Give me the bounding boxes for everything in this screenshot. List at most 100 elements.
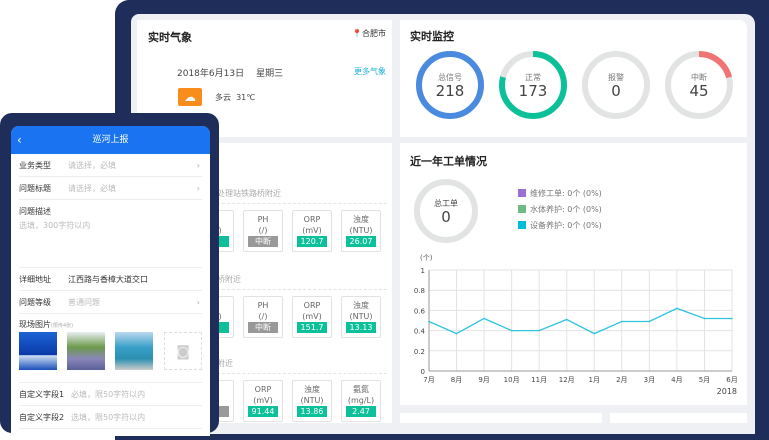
data-point bbox=[676, 307, 678, 310]
address-field[interactable]: 详细地址 江西路与香樟大道交口 bbox=[19, 268, 202, 291]
x-tick-label: 1月 bbox=[589, 376, 600, 384]
data-point bbox=[731, 317, 733, 320]
sensor-card[interactable]: PH (/) 中断 bbox=[243, 210, 283, 252]
data-point bbox=[565, 318, 568, 321]
city-name: 合肥市 bbox=[362, 29, 386, 38]
photos-hint: (限传4张) bbox=[51, 323, 74, 329]
photos-field: 现场图片(限传4张) ◙ bbox=[19, 314, 202, 383]
photo-thumbnail[interactable] bbox=[115, 332, 153, 370]
sensor-value: 13.13 bbox=[346, 322, 376, 333]
x-tick-label: 9月 bbox=[478, 376, 489, 384]
custom-field-1[interactable]: 自定义字段1 必填，限50字符以内 bbox=[19, 383, 202, 406]
sensor-card[interactable]: PH (/) 中断 bbox=[243, 296, 283, 338]
monitor-ring[interactable]: 报警 0 bbox=[581, 50, 651, 120]
sensor-card[interactable]: 浊度 (NTU) 13.13 bbox=[341, 296, 381, 338]
ring-track bbox=[414, 179, 478, 243]
business-type-field[interactable]: 业务类型 请选择，必填 › bbox=[19, 154, 202, 177]
data-point bbox=[538, 329, 540, 332]
monitor-panel: 实时监控 总信号 218 正常 173 报警 0 中断 45 bbox=[400, 20, 747, 137]
y-tick-label: 0.4 bbox=[414, 328, 426, 336]
sensor-name: PH bbox=[257, 215, 269, 224]
x-tick-label: 7月 bbox=[423, 376, 434, 384]
y-tick-label: 0 bbox=[421, 368, 425, 376]
sensor-name: ORP bbox=[254, 385, 272, 394]
station-name: 处理站铁路桥附近 bbox=[217, 188, 387, 204]
data-point bbox=[510, 329, 513, 332]
sensor-unit: (mg/L) bbox=[347, 396, 375, 405]
custom-field-2[interactable]: 自定义字段2 选填，限50字符以内 bbox=[19, 406, 202, 429]
ring-value: 45 bbox=[689, 82, 709, 100]
monitor-ring[interactable]: 总信号 218 bbox=[415, 50, 485, 120]
sensor-card[interactable]: 浊度 (NTU) 26.07 bbox=[341, 210, 381, 252]
sensor-name: 浊度 bbox=[353, 301, 369, 310]
y-tick-label: 0.2 bbox=[414, 348, 425, 356]
legend-item: 设备养护: 0个 (0%) bbox=[518, 220, 602, 231]
ring-value: 173 bbox=[518, 82, 548, 100]
level-field[interactable]: 问题等级 普通问题 › bbox=[19, 291, 202, 314]
field-value: 普通问题 bbox=[68, 298, 100, 307]
series-line bbox=[428, 307, 732, 335]
x-tick-label: 5月 bbox=[699, 376, 710, 384]
total-workorders-label: 总工单 bbox=[434, 199, 458, 208]
sensor-card[interactable]: ORP (mV) 91.44 bbox=[243, 380, 283, 422]
bottom-panel-left bbox=[400, 413, 602, 423]
data-point bbox=[428, 320, 430, 323]
chevron-right-icon: › bbox=[196, 298, 200, 307]
chevron-right-icon: › bbox=[196, 161, 200, 170]
sensor-value: 中断 bbox=[248, 236, 278, 247]
total-workorders-ring: 总工单 0 bbox=[413, 178, 479, 244]
field-label: 自定义字段1 bbox=[19, 390, 65, 399]
city-selector[interactable]: 📍合肥市 bbox=[352, 28, 386, 39]
monitor-ring[interactable]: 正常 173 bbox=[498, 50, 568, 120]
field-value: 江西路与香樟大道交口 bbox=[68, 275, 148, 284]
sensor-value: 中断 bbox=[248, 322, 278, 333]
sensor-name: ORP bbox=[303, 301, 321, 310]
phone-mockup: ‹ 巡河上报 业务类型 请选择，必填 › 问题标题 请选择，必填 › 问题描述 选填，3… bbox=[0, 113, 219, 436]
photo-thumbnail[interactable] bbox=[19, 332, 57, 370]
sensor-card[interactable]: ORP (mV) 151.7 bbox=[292, 296, 332, 338]
sensor-card[interactable]: 氨氮 (mg/L) 2.47 bbox=[341, 380, 381, 422]
issue-title-field[interactable]: 问题标题 请选择，必填 › bbox=[19, 177, 202, 200]
ring-label: 正常 bbox=[525, 73, 541, 82]
y-tick-label: 0.8 bbox=[414, 287, 425, 295]
x-tick-label: 10月 bbox=[504, 376, 520, 384]
sensor-unit: (mV) bbox=[302, 226, 322, 235]
sensor-value: 26.07 bbox=[346, 236, 376, 247]
sensor-unit: (/) bbox=[258, 226, 268, 235]
back-chevron-icon[interactable]: ‹ bbox=[17, 133, 22, 147]
field-placeholder: 必填，限50字符以内 bbox=[71, 390, 146, 399]
y-tick-label: 1 bbox=[421, 267, 425, 275]
sensor-value: 13.86 bbox=[297, 406, 327, 417]
field-placeholder: 选填，300字符以内 bbox=[19, 221, 91, 230]
x-tick-label: 11月 bbox=[531, 376, 547, 384]
sensor-card[interactable]: ORP (mV) 120.7 bbox=[292, 210, 332, 252]
field-label: 问题描述 bbox=[19, 207, 51, 216]
ring-value: 0 bbox=[611, 82, 621, 100]
data-point bbox=[483, 317, 485, 320]
legend-swatch bbox=[518, 205, 526, 213]
y-tick-label: 0.6 bbox=[414, 307, 426, 315]
more-weather-link[interactable]: 更多气象 bbox=[354, 67, 386, 76]
sensor-value: 91.44 bbox=[248, 406, 278, 417]
phone-screen: ‹ 巡河上报 业务类型 请选择，必填 › 问题标题 请选择，必填 › 问题描述 选填，3… bbox=[11, 126, 210, 436]
workorder-title: 近一年工单情况 bbox=[410, 155, 487, 168]
phone-header: ‹ 巡河上报 bbox=[11, 126, 210, 154]
legend-item: 维修工单: 0个 (0%) bbox=[518, 188, 602, 199]
x-tick-label: 2月 bbox=[616, 376, 627, 384]
legend-swatch bbox=[518, 221, 526, 229]
station-name: 附近 bbox=[217, 358, 387, 374]
x-tick-label: 8月 bbox=[451, 376, 462, 384]
photo-thumbnail[interactable] bbox=[67, 332, 105, 370]
add-photo-camera-icon[interactable]: ◙ bbox=[164, 332, 202, 370]
sensor-card[interactable]: 浊度 (NTU) 13.86 bbox=[292, 380, 332, 422]
weather-title: 实时气象 bbox=[148, 31, 192, 44]
data-point bbox=[593, 332, 596, 335]
monitor-ring[interactable]: 中断 45 bbox=[664, 50, 734, 120]
sensor-unit: (NTU) bbox=[349, 312, 373, 321]
sensor-value: 151.7 bbox=[297, 322, 327, 333]
sensor-name: 浊度 bbox=[304, 385, 320, 394]
field-placeholder: 请选择，必填 bbox=[68, 184, 116, 193]
description-field[interactable]: 问题描述 选填，300字符以内 bbox=[19, 200, 202, 268]
x-tick-label: 4月 bbox=[671, 376, 682, 384]
ring-label: 中断 bbox=[691, 73, 707, 82]
